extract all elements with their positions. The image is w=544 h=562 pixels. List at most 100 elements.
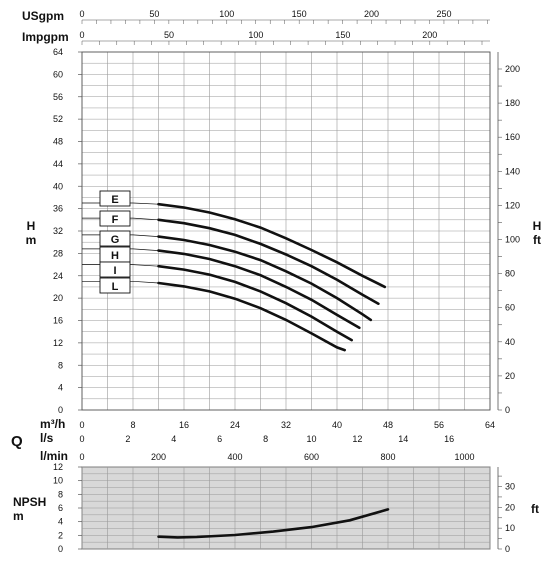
npsh-tick-label: 4 bbox=[58, 517, 63, 527]
x-tick-label: 48 bbox=[383, 420, 393, 430]
top-axis-tick-label: 200 bbox=[364, 9, 379, 19]
npsh-tick-label: 8 bbox=[58, 489, 63, 499]
x-tick-label: 4 bbox=[171, 434, 176, 444]
ft-tick-label: 200 bbox=[505, 64, 520, 74]
lmin-tick-label: 0 bbox=[79, 452, 84, 462]
npsh-tick-label: 2 bbox=[58, 530, 63, 540]
top-axis-tick-label: 150 bbox=[335, 30, 350, 40]
y-tick-label: 44 bbox=[53, 159, 63, 169]
y-tick-label: 20 bbox=[53, 293, 63, 303]
curve-label-box bbox=[99, 190, 131, 207]
top-axis-tick-label: 50 bbox=[164, 30, 174, 40]
x-tick-label: 16 bbox=[179, 420, 189, 430]
npsh-ft-tick-label: 0 bbox=[505, 544, 510, 554]
x-tick-label: 40 bbox=[332, 420, 342, 430]
curve-I bbox=[157, 264, 353, 342]
lmin-tick-label: 1000 bbox=[454, 452, 474, 462]
ft-tick-label: 100 bbox=[505, 235, 520, 245]
top-axis-tick-label: 200 bbox=[422, 30, 437, 40]
curve-E bbox=[157, 202, 387, 289]
npsh-ft-tick-label: 20 bbox=[505, 502, 515, 512]
curve-label-box bbox=[99, 261, 131, 278]
x-tick-label: 16 bbox=[444, 434, 454, 444]
h-right-unit-label: ft bbox=[533, 233, 541, 247]
x-tick-label: 14 bbox=[398, 434, 408, 444]
npsh-tick-label: 12 bbox=[53, 462, 63, 472]
curve-label-E: E bbox=[111, 194, 118, 206]
npsh-right-unit-label: ft bbox=[531, 502, 539, 516]
y-tick-label: 32 bbox=[53, 226, 63, 236]
curve-label-H: H bbox=[111, 250, 119, 262]
npsh-ft-tick-label: 10 bbox=[505, 523, 515, 533]
curve-L-low bbox=[82, 280, 159, 284]
npsh-tick-label: 6 bbox=[58, 503, 63, 513]
head-plot: 0481216202428323640444852566064020406080… bbox=[11, 9, 541, 450]
curve-I-low bbox=[82, 264, 159, 267]
y-tick-label: 36 bbox=[53, 204, 63, 214]
curve-E-low bbox=[82, 202, 159, 205]
y-tick-label: 24 bbox=[53, 271, 63, 281]
ft-tick-label: 60 bbox=[505, 303, 515, 313]
npsh-tick-label: 10 bbox=[53, 476, 63, 486]
top-axis-tick-label: 0 bbox=[79, 30, 84, 40]
top-axis-tick-label: 50 bbox=[149, 9, 159, 19]
curve-H-low bbox=[82, 248, 159, 251]
curve-label-box bbox=[99, 230, 131, 247]
top-axis-tick-label: 0 bbox=[79, 9, 84, 19]
top-axis-name: Impgpm bbox=[22, 30, 69, 44]
ft-tick-label: 140 bbox=[505, 166, 520, 176]
y-tick-label: 0 bbox=[58, 405, 63, 415]
curve-label-box bbox=[99, 277, 131, 294]
h-right-axis-label: H bbox=[533, 219, 542, 233]
y-tick-label: 56 bbox=[53, 92, 63, 102]
ft-tick-label: 40 bbox=[505, 337, 515, 347]
npsh-plot: 0 2 4 6 8 10 12 0 10 20 30 0 200 400 600 800 1000 l/min NP… bbox=[13, 449, 539, 554]
curve-label-box bbox=[99, 210, 131, 227]
ft-tick-label: 0 bbox=[505, 405, 510, 415]
y-tick-label: 4 bbox=[58, 383, 63, 393]
top-axis-tick-label: 150 bbox=[292, 9, 307, 19]
x-tick-label: 0 bbox=[79, 434, 84, 444]
top-axis-tick-label: 100 bbox=[219, 9, 234, 19]
ft-tick-label: 160 bbox=[505, 132, 520, 142]
top-axis-tick-label: 250 bbox=[436, 9, 451, 19]
x-tick-label: 56 bbox=[434, 420, 444, 430]
y-tick-label: 60 bbox=[53, 69, 63, 79]
curve-label-L: L bbox=[112, 281, 119, 293]
x-tick-label: 24 bbox=[230, 420, 240, 430]
curve-L bbox=[157, 281, 346, 352]
lmin-tick-label: 200 bbox=[151, 452, 166, 462]
ft-tick-label: 20 bbox=[505, 371, 515, 381]
lmin-tick-label: 800 bbox=[380, 452, 395, 462]
curve-H bbox=[157, 249, 361, 330]
x-tick-label: 0 bbox=[79, 420, 84, 430]
curve-G-low bbox=[82, 234, 159, 237]
y-tick-label: 8 bbox=[58, 360, 63, 370]
lmin-tick-label: 400 bbox=[227, 452, 242, 462]
h-unit-label: m bbox=[26, 233, 37, 247]
lmin-tick-label: 600 bbox=[304, 452, 319, 462]
bottom-axis-name: l/s bbox=[40, 431, 54, 445]
x-tick-label: 2 bbox=[125, 434, 130, 444]
top-axis-tick-label: 100 bbox=[248, 30, 263, 40]
curve-label-I: I bbox=[113, 265, 116, 277]
top-axis-name: USgpm bbox=[22, 9, 64, 23]
npsh-ft-tick-label: 30 bbox=[505, 482, 515, 492]
x-tick-label: 8 bbox=[263, 434, 268, 444]
y-tick-label: 12 bbox=[53, 338, 63, 348]
curve-G bbox=[157, 235, 373, 322]
x-tick-label: 12 bbox=[352, 434, 362, 444]
npsh-tick-label: 0 bbox=[58, 544, 63, 554]
x-tick-label: 8 bbox=[130, 420, 135, 430]
curve-F bbox=[157, 218, 380, 305]
x-tick-label: 10 bbox=[306, 434, 316, 444]
curve-label-G: G bbox=[111, 234, 120, 246]
ft-tick-label: 120 bbox=[505, 200, 520, 210]
y-tick-label: 48 bbox=[53, 137, 63, 147]
y-tick-label: 16 bbox=[53, 316, 63, 326]
npsh-axis-label: NPSH bbox=[13, 495, 46, 509]
x-tick-label: 6 bbox=[217, 434, 222, 444]
npsh-curve bbox=[157, 508, 390, 539]
lmin-axis-name: l/min bbox=[40, 449, 68, 463]
